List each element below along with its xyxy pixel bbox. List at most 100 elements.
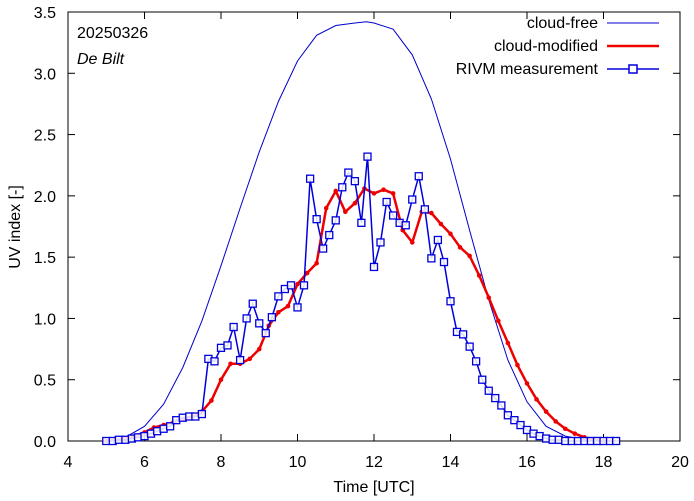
axis-ticks: 4 6 8 10 12 14 16 18 20 0.0 0.5 1.0 1.5 2.0 2.5 3.0 3.5: [34, 5, 689, 471]
cloud-modified-point: [534, 397, 539, 402]
y-tick-label: 0.0: [34, 434, 56, 451]
rivm-measurement-point: [414, 172, 423, 181]
cloud-modified-point: [295, 281, 300, 287]
rivm-measurement-point: [516, 420, 525, 430]
cloud-modified-point: [304, 270, 310, 276]
series-line-rivm-measurement: [106, 156, 617, 442]
cloud-modified-point: [228, 361, 233, 367]
legend-marker-rivm-measurement: [628, 64, 638, 74]
rivm-measurement-point: [293, 303, 302, 312]
x-tick-label: 18: [595, 454, 613, 471]
rivm-measurement-point: [338, 183, 347, 192]
cloud-modified-point: [562, 426, 568, 432]
cloud-modified-point: [543, 409, 549, 414]
x-tick-label: 14: [442, 454, 460, 471]
rivm-measurement-point: [229, 322, 238, 332]
rivm-measurement-point: [350, 176, 360, 186]
location-annotation: De Bilt: [77, 51, 125, 68]
rivm-measurement-point: [223, 341, 232, 350]
rivm-measurement-point: [471, 357, 481, 366]
y-tick-label: 3.5: [34, 5, 56, 22]
rivm-measurement-point: [611, 436, 621, 446]
x-tick-label: 16: [518, 454, 536, 471]
rivm-measurement-point: [465, 342, 474, 351]
rivm-measurement-point: [408, 195, 417, 204]
rivm-measurement-point: [491, 393, 500, 403]
rivm-measurement-point: [478, 375, 487, 384]
rivm-measurement-point: [458, 330, 468, 339]
rivm-measurement-point: [497, 401, 506, 410]
rivm-measurement-point: [369, 262, 379, 272]
rivm-measurement-point: [318, 244, 328, 253]
rivm-measurement-point: [165, 422, 175, 431]
rivm-measurement-point: [401, 221, 410, 230]
legend-label-cloud-free: cloud-free: [527, 15, 598, 32]
rivm-measurement-point: [274, 292, 283, 301]
cloud-modified-point: [276, 310, 281, 315]
rivm-measurement-point: [299, 281, 309, 290]
y-tick-label: 0.5: [34, 373, 56, 390]
rivm-measurement-point: [325, 230, 334, 240]
rivm-measurement-point: [210, 357, 219, 366]
cloud-modified-point: [505, 340, 511, 346]
cloud-modified-point: [496, 318, 501, 324]
y-tick-label: 1.5: [34, 250, 56, 267]
cloud-modified-point: [476, 273, 482, 278]
rivm-measurement-point: [197, 409, 207, 419]
cloud-modified-point: [256, 346, 262, 352]
rivm-measurement-point: [312, 214, 321, 224]
y-tick-label: 2.0: [34, 189, 56, 206]
rivm-measurement-point: [376, 238, 385, 247]
cloud-modified-point: [323, 205, 329, 211]
rivm-measurement-point: [248, 299, 257, 308]
rivm-measurement-point: [439, 257, 449, 267]
cloud-modified-point: [448, 231, 453, 237]
cloud-modified-point: [457, 245, 463, 250]
cloud-modified-point: [247, 356, 252, 362]
cloud-modified-point: [314, 260, 319, 266]
cloud-modified-point: [285, 303, 291, 309]
y-tick-label: 3.0: [34, 66, 56, 83]
rivm-measurement-point: [388, 211, 398, 220]
cloud-modified-point: [486, 295, 492, 300]
cloud-modified-point: [209, 398, 214, 403]
rivm-measurement-point: [446, 297, 455, 306]
cloud-modified-point: [371, 191, 377, 196]
cloud-modified-point: [343, 209, 348, 215]
x-axis-title: Time [UTC]: [333, 479, 414, 496]
cloud-modified-point: [572, 431, 578, 436]
cloud-modified-point: [381, 187, 386, 193]
rivm-measurement-point: [510, 416, 519, 425]
cloud-modified-point: [429, 210, 434, 216]
rivm-measurement-point: [242, 314, 251, 323]
legend: cloud-free cloud-modified RIVM measureme…: [456, 15, 659, 78]
y-tick-label: 2.5: [34, 128, 56, 145]
rivm-measurement-point: [305, 174, 315, 183]
cloud-modified-point: [438, 221, 444, 227]
rivm-measurement-point: [255, 319, 264, 328]
x-tick-label: 10: [289, 454, 307, 471]
y-tick-label: 1.0: [34, 311, 56, 328]
x-tick-label: 4: [64, 454, 73, 471]
rivm-measurement-point: [261, 328, 270, 338]
cloud-modified-point: [524, 381, 530, 386]
legend-label-rivm-measurement: RIVM measurement: [456, 61, 599, 78]
series-layer: [102, 21, 621, 446]
rivm-measurement-point: [382, 197, 391, 207]
rivm-measurement-point: [344, 168, 353, 177]
cloud-modified-point: [553, 419, 558, 424]
x-tick-label: 12: [365, 454, 383, 471]
cloud-modified-point: [467, 253, 472, 259]
x-tick-label: 20: [671, 454, 689, 471]
rivm-measurement-point: [427, 254, 436, 263]
x-tick-label: 6: [140, 454, 149, 471]
cloud-modified-point: [409, 240, 415, 245]
legend-label-cloud-modified: cloud-modified: [494, 38, 598, 55]
cloud-modified-point: [333, 188, 339, 194]
rivm-measurement-point: [484, 386, 493, 395]
rivm-measurement-point: [433, 235, 443, 245]
rivm-measurement-point: [331, 216, 340, 225]
cloud-modified-point: [515, 362, 520, 368]
rivm-measurement-point: [503, 411, 513, 420]
